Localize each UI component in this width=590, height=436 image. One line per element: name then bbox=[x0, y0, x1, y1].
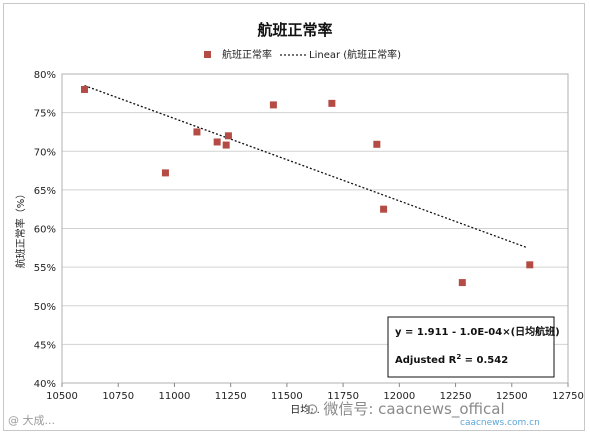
chart-title: 航班正常率 bbox=[257, 21, 332, 39]
x-tick-label: 12250 bbox=[440, 391, 472, 402]
x-axis-label: 日均... bbox=[290, 404, 320, 416]
data-point bbox=[458, 279, 466, 287]
y-tick-label: 75% bbox=[34, 109, 56, 120]
y-tick-label: 65% bbox=[34, 186, 56, 197]
data-point bbox=[193, 128, 201, 136]
x-tick-label: 11250 bbox=[215, 391, 247, 402]
data-point bbox=[328, 99, 336, 107]
annotation-box bbox=[387, 316, 555, 378]
legend-marker bbox=[204, 51, 211, 58]
data-point bbox=[80, 85, 88, 93]
x-tick-label: 11000 bbox=[159, 391, 191, 402]
y-tick-label: 45% bbox=[34, 340, 56, 351]
x-tick-label: 11500 bbox=[271, 391, 303, 402]
x-tick-label: 12500 bbox=[496, 391, 528, 402]
x-tick-label: 11750 bbox=[327, 391, 359, 402]
watermark-site: caacnews.com.cn bbox=[460, 418, 540, 428]
regression-equation: y = 1.911 - 1.0E-04×(日均航班) bbox=[395, 325, 560, 338]
linear-trendline bbox=[84, 84, 528, 249]
data-point bbox=[222, 141, 230, 149]
y-tick-label: 70% bbox=[34, 147, 56, 158]
data-point bbox=[161, 169, 169, 177]
data-point bbox=[380, 205, 388, 213]
x-tick-label: 12000 bbox=[383, 391, 415, 402]
data-point bbox=[373, 140, 381, 148]
legend-series-label: 航班正常率 bbox=[222, 48, 272, 61]
data-point bbox=[269, 101, 277, 109]
data-point bbox=[224, 132, 232, 140]
y-tick-label: 55% bbox=[34, 263, 56, 274]
plot-area-border bbox=[61, 73, 569, 384]
y-tick-label: 50% bbox=[34, 302, 56, 313]
y-axis-label: 航班正常率（%） bbox=[14, 189, 27, 269]
data-point bbox=[213, 138, 221, 146]
x-tick-label: 10750 bbox=[102, 391, 134, 402]
y-tick-label: 80% bbox=[34, 70, 56, 81]
data-point bbox=[526, 261, 534, 269]
x-tick-label: 10500 bbox=[46, 391, 78, 402]
x-tick-label: 12750 bbox=[552, 391, 584, 402]
legend-trendline-label: Linear (航班正常率) bbox=[309, 48, 401, 61]
watermark-left: @ 大成... bbox=[8, 414, 55, 427]
watermark-wechat: ⊙ 微信号: caacnews_offical bbox=[306, 400, 505, 418]
y-tick-label: 40% bbox=[34, 379, 56, 390]
y-tick-label: 60% bbox=[34, 225, 56, 236]
adjusted-r2-label: Adjusted R2 = 0.542 bbox=[395, 353, 508, 366]
